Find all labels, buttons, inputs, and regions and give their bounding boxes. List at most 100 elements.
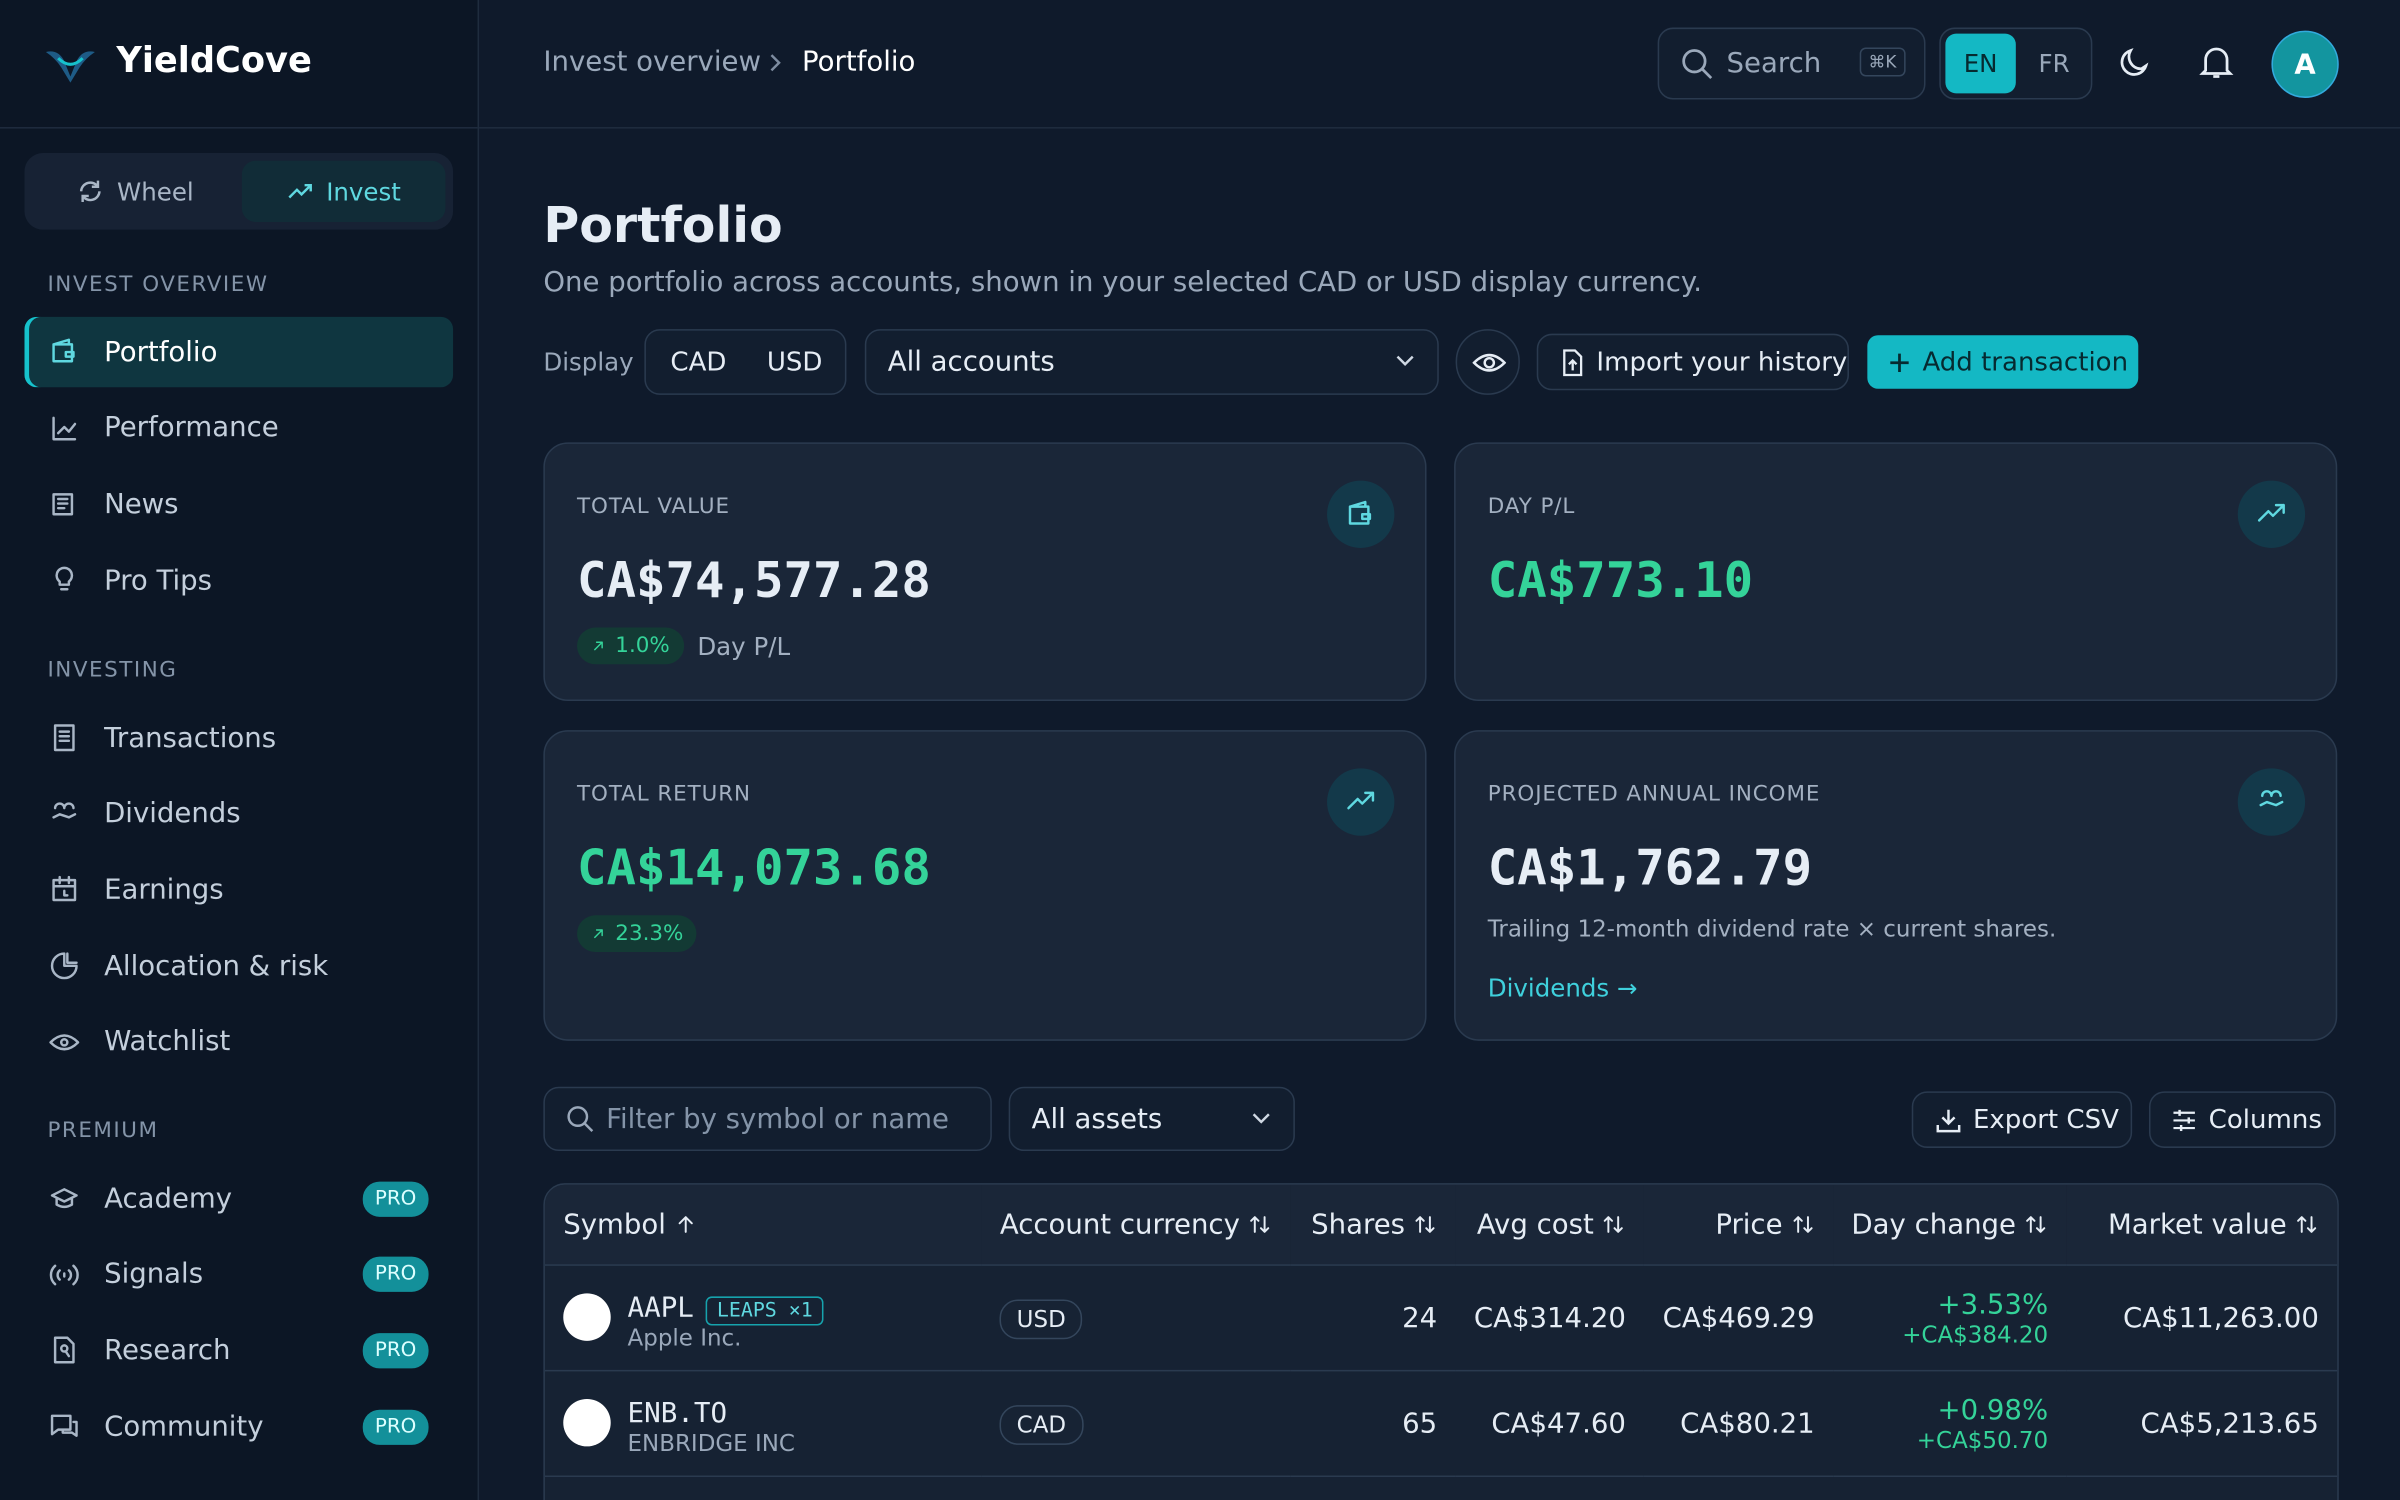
- add-transaction[interactable]: Add transaction: [1867, 335, 2139, 389]
- currency-cad[interactable]: CAD: [670, 347, 727, 379]
- pro-badge: PRO: [362, 1256, 429, 1293]
- currency-usd[interactable]: USD: [766, 347, 823, 379]
- nav-label: Allocation & risk: [104, 949, 329, 983]
- nav-item[interactable]: Earnings: [24, 855, 453, 925]
- card-label: TOTAL RETURN: [577, 782, 751, 807]
- nav-item[interactable]: Watchlist: [24, 1007, 453, 1077]
- nav-item[interactable]: Transactions: [24, 703, 453, 773]
- holding-row[interactable]: ENB.TO ENBRIDGE INC CAD 65 CA$47.60 CA$80.21 +…: [544, 1370, 2338, 1478]
- export-csv[interactable]: Export CSV: [1911, 1091, 2133, 1148]
- theme-toggle[interactable]: [2118, 46, 2152, 80]
- notifications[interactable]: [2198, 43, 2235, 83]
- privacy-toggle[interactable]: [1455, 329, 1520, 395]
- nav-label: Transactions: [104, 721, 277, 754]
- nav-section-title: PREMIUM: [47, 1118, 159, 1144]
- icon: [52, 338, 75, 363]
- column-header[interactable]: Market value: [2066, 1184, 2338, 1266]
- account-select-label: All accounts: [887, 345, 1055, 379]
- filter-placeholder: Filter by symbol or name: [606, 1102, 950, 1135]
- icon: [1250, 1215, 1270, 1233]
- nav-item[interactable]: Allocation & risk: [24, 931, 453, 1001]
- company-logo: [563, 1293, 611, 1341]
- filter-input[interactable]: Filter by symbol or name: [543, 1086, 992, 1152]
- column-label: Shares: [1311, 1208, 1406, 1241]
- page-title: Portfolio: [543, 195, 783, 255]
- add-label: Add transaction: [1922, 346, 2129, 378]
- nav-item[interactable]: Portfolio: [24, 316, 454, 388]
- mode-invest[interactable]: Invest: [241, 160, 446, 222]
- account-select[interactable]: All accounts: [864, 329, 1439, 395]
- holding-row[interactable]: AAPL LEAPS ×1 Apple Inc. USD 24 CA$314.20 CA$4…: [544, 1265, 2338, 1372]
- nav-item[interactable]: Pro Tips: [24, 545, 453, 615]
- day-change-pct: +0.98%: [1937, 1393, 2049, 1426]
- export-label: Export CSV: [1972, 1104, 2119, 1135]
- day-change: +CA$384.20: [1902, 1320, 2049, 1348]
- column-label: Avg cost: [1476, 1208, 1594, 1241]
- nav-item[interactable]: Community PRO: [24, 1391, 453, 1461]
- icon: [1792, 1215, 1812, 1233]
- nav-item[interactable]: Performance: [24, 393, 453, 463]
- icon: [594, 641, 603, 651]
- stat-card: TOTAL VALUE CA$74,577.28 1.0% Day P/L: [543, 442, 1427, 702]
- card-icon: [1327, 480, 1395, 548]
- mode-label: Wheel: [117, 176, 194, 206]
- card-link[interactable]: Dividends →: [1487, 973, 1638, 1003]
- nav-label: Portfolio: [104, 335, 218, 369]
- icon: [2026, 1215, 2046, 1233]
- search-placeholder: Search: [1726, 47, 1822, 80]
- card-value: CA$14,073.68: [577, 838, 931, 897]
- nav-item[interactable]: News: [24, 469, 453, 539]
- column-header[interactable]: Symbol: [544, 1184, 982, 1266]
- icon: [2259, 790, 2284, 807]
- nav-label: Pro Tips: [104, 564, 213, 597]
- card-note: Trailing 12-month dividend rate × curren…: [1487, 915, 2057, 943]
- import-label: Import your history: [1596, 346, 1848, 378]
- column-header[interactable]: Day change: [1833, 1184, 2067, 1266]
- column-header[interactable]: Shares: [1290, 1184, 1456, 1266]
- column-header[interactable]: Price: [1644, 1184, 1834, 1266]
- nav-item[interactable]: Academy PRO: [24, 1163, 453, 1233]
- change-value: 23.3%: [615, 921, 684, 946]
- column-header[interactable]: Account currency: [981, 1184, 1291, 1266]
- icon: [49, 1033, 80, 1051]
- nav-label: Academy: [104, 1182, 233, 1215]
- lang-fr[interactable]: FR: [2038, 48, 2070, 79]
- icon: [1415, 1215, 1435, 1233]
- icon: [1348, 500, 1372, 525]
- icon: [50, 952, 78, 980]
- stat-card: DAY P/L CA$773.10: [1454, 442, 2338, 702]
- nav-item[interactable]: Research PRO: [24, 1315, 453, 1385]
- stat-card: PROJECTED ANNUAL INCOME CA$1,762.79 Traili…: [1454, 730, 2338, 1041]
- lang-en[interactable]: EN: [1945, 33, 2016, 94]
- avg-cost: CA$314.20: [1455, 1265, 1645, 1372]
- icon: [49, 1264, 79, 1285]
- stat-card: TOTAL RETURN CA$14,073.68 23.3%: [543, 730, 1427, 1041]
- market-value: CA$11,263.00: [2066, 1265, 2338, 1372]
- page-subtitle: One portfolio across accounts, shown in …: [543, 266, 1703, 299]
- asset-select[interactable]: All assets: [1008, 1086, 1295, 1152]
- card-icon: [2237, 768, 2306, 836]
- breadcrumb-current: Portfolio: [802, 45, 916, 79]
- day-change: +CA$50.70: [1916, 1425, 2049, 1454]
- nav-label: News: [104, 488, 179, 521]
- mode-wheel[interactable]: Wheel: [34, 161, 238, 222]
- symbol-line: AAPL LEAPS ×1: [628, 1291, 964, 1325]
- column-header[interactable]: Avg cost: [1455, 1184, 1645, 1266]
- breadcrumb-parent[interactable]: Invest overview: [543, 45, 762, 79]
- columns-button[interactable]: Columns: [2148, 1091, 2336, 1148]
- card-value: CA$74,577.28: [577, 551, 931, 610]
- card-value: CA$773.10: [1487, 551, 1754, 610]
- brand: YieldCove: [116, 41, 312, 82]
- avatar[interactable]: A: [2271, 30, 2339, 98]
- change-chip: 23.3%: [577, 915, 698, 953]
- import-button[interactable]: Import your history: [1536, 333, 1849, 391]
- top-bar: Invest overview Portfolio Search ⌘K EN F…: [479, 0, 2400, 129]
- icon: [594, 929, 603, 939]
- chevron: [770, 54, 781, 72]
- card-icon: [2237, 480, 2306, 548]
- nav-item[interactable]: Dividends: [24, 779, 453, 849]
- nav-item[interactable]: Signals PRO: [24, 1239, 453, 1309]
- search[interactable]: Search ⌘K: [1657, 27, 1926, 100]
